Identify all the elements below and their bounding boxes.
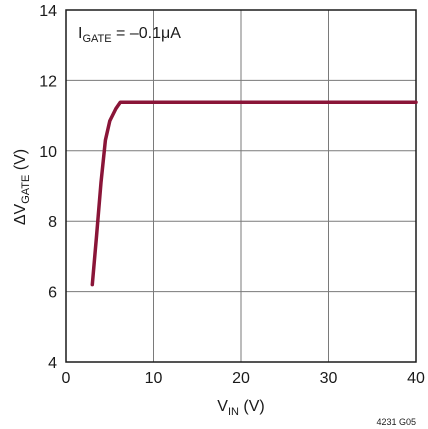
x-tick-label: 20 [232,370,250,387]
x-tick-label: 10 [145,370,163,387]
grid-lines [65,9,417,363]
y-tick-labels: 4 6 8 10 12 14 [39,3,57,372]
x-tick-label: 0 [62,370,71,387]
figure-code: 4231 G05 [376,417,416,427]
y-tick-label: 8 [48,214,57,231]
plot-frame [65,9,417,363]
annotation-label: IGATE = –0.1μA [78,25,181,45]
x-tick-label: 40 [407,370,425,387]
y-axis-label: ΔVGATE (V) [12,149,32,225]
y-tick-label: 4 [48,355,57,372]
y-tick-label: 10 [39,144,57,161]
y-tick-label: 14 [39,3,57,20]
series-line [90,100,418,287]
x-axis-label: VIN (V) [217,398,264,418]
y-tick-label: 12 [39,73,57,90]
y-tick-label: 6 [48,285,57,302]
x-tick-label: 30 [320,370,338,387]
x-tick-labels: 0 10 20 30 40 [62,370,425,387]
